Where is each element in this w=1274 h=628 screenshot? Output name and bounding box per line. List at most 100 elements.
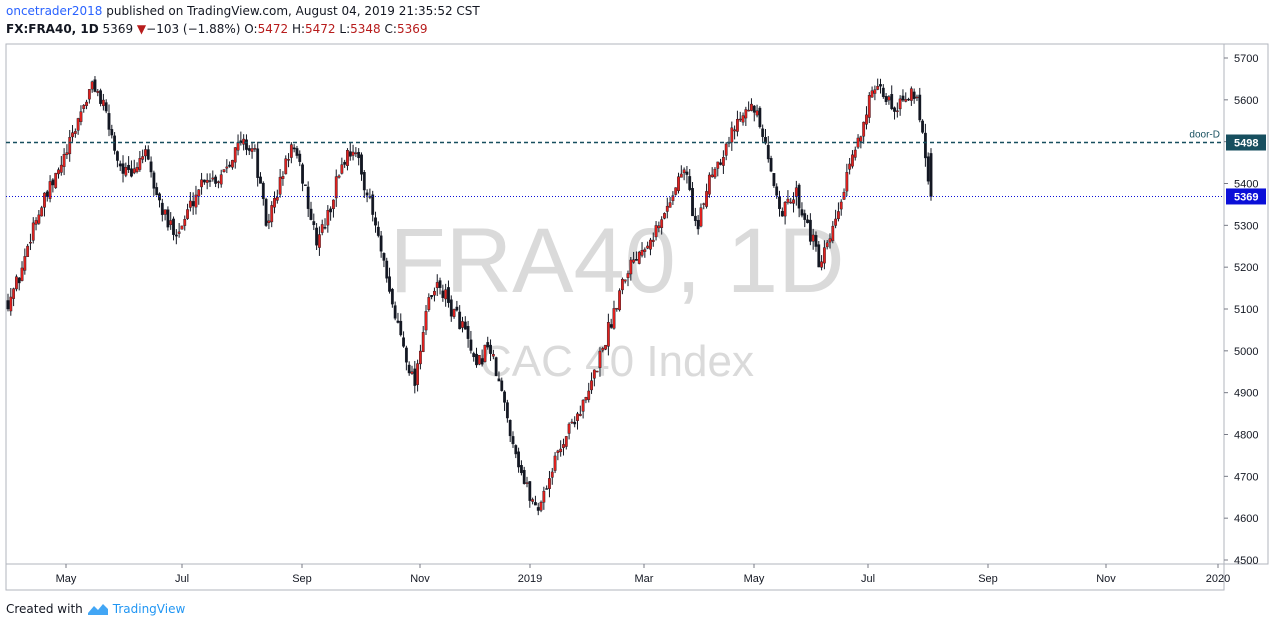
candle-body [379, 235, 383, 252]
candle-body [562, 444, 565, 448]
candle-body [130, 168, 133, 177]
candle-body [845, 171, 849, 192]
candle-body [808, 219, 812, 242]
candle-body [351, 151, 355, 156]
time-scale[interactable] [5, 563, 1225, 591]
candle-body [177, 231, 181, 234]
candle-body [769, 158, 773, 172]
candle-body [48, 181, 52, 199]
price-scale[interactable] [1223, 43, 1269, 565]
tradingview-logo-icon [87, 604, 108, 615]
candle-body [620, 278, 624, 291]
footer: Created with TradingView [6, 602, 185, 616]
close-value: 5369 [396, 22, 428, 36]
high-label: H: [291, 22, 306, 36]
candle-body [34, 220, 38, 225]
candle-body [595, 370, 599, 373]
candle-body [859, 136, 863, 142]
candle-body [825, 242, 829, 248]
candle-body [778, 196, 781, 210]
candle-body [396, 320, 400, 323]
candle-body [901, 95, 905, 101]
candle-body [449, 299, 453, 317]
candle-body [362, 172, 366, 191]
candle-body [800, 209, 804, 216]
x-tick-label: May [744, 573, 765, 585]
candle-body [256, 148, 260, 178]
candle-body [365, 192, 369, 196]
candle-body [514, 445, 518, 455]
candle-body [233, 147, 237, 163]
candle-body [96, 91, 100, 93]
candle-body [884, 96, 888, 103]
candle-body [318, 234, 321, 248]
candle-body [472, 353, 476, 358]
author-link[interactable]: oncetrader2018 [6, 4, 103, 18]
candle-body [702, 203, 706, 205]
candle-body [197, 189, 201, 197]
watermark-description: CAC 40 Index [480, 337, 754, 386]
candle-body [881, 87, 885, 97]
candle-body [483, 344, 487, 362]
candle-body [926, 156, 930, 182]
candle-body [887, 96, 891, 101]
candle-body [550, 471, 554, 478]
candle-body [752, 105, 756, 113]
candle-body [918, 94, 922, 121]
candle-body [264, 198, 268, 226]
candle-body [637, 251, 641, 264]
candle-body [494, 357, 498, 376]
candle-body [214, 176, 218, 184]
candle-body [508, 419, 512, 437]
candles-layer [6, 76, 933, 516]
x-tick-label: 2020 [1206, 573, 1230, 585]
candle-body [54, 172, 58, 188]
candle-body [208, 180, 212, 182]
last-price: 5369 [102, 22, 134, 36]
candle-body [273, 197, 276, 208]
candle-body [68, 137, 72, 155]
candle-body [736, 118, 739, 132]
candle-body [312, 221, 316, 226]
candle-body [486, 342, 490, 348]
tradingview-link[interactable]: TradingView [112, 602, 186, 616]
candle-body [651, 239, 655, 242]
down-arrow-icon: ▼ [136, 22, 147, 36]
candle-body [31, 222, 35, 241]
candle-body [831, 225, 835, 241]
candle-body [525, 482, 529, 484]
candle-body [604, 344, 607, 350]
candle-body [469, 339, 473, 351]
candle-body [567, 423, 571, 434]
candle-body [643, 249, 647, 252]
candle-body [909, 88, 913, 101]
candle-body [921, 120, 924, 133]
candle-body [640, 250, 644, 256]
plot-area[interactable] [5, 43, 1225, 565]
candle-body [834, 218, 838, 226]
candle-body [416, 363, 419, 385]
candle-body [548, 478, 551, 489]
candle-body [40, 207, 44, 217]
y-tick-label: 5000 [1234, 346, 1258, 358]
symbol-label: FX:FRA40, 1D [6, 22, 99, 36]
candle-body [59, 164, 63, 173]
candle-body [348, 151, 352, 157]
candle-body [705, 191, 708, 207]
candle-body [160, 202, 164, 215]
candle-body [315, 227, 319, 246]
candle-body [716, 161, 720, 169]
door-d-label: door-D [1189, 130, 1220, 141]
candle-body [332, 199, 335, 210]
candle-body [107, 113, 111, 130]
candle-body [609, 324, 613, 328]
candle-body [635, 259, 638, 261]
candle-body [104, 102, 108, 112]
candle-body [163, 209, 167, 215]
candle-body [303, 184, 307, 186]
candle-body [654, 225, 658, 238]
candle-body [677, 176, 680, 192]
candle-body [228, 164, 232, 167]
candle-body [719, 162, 722, 165]
